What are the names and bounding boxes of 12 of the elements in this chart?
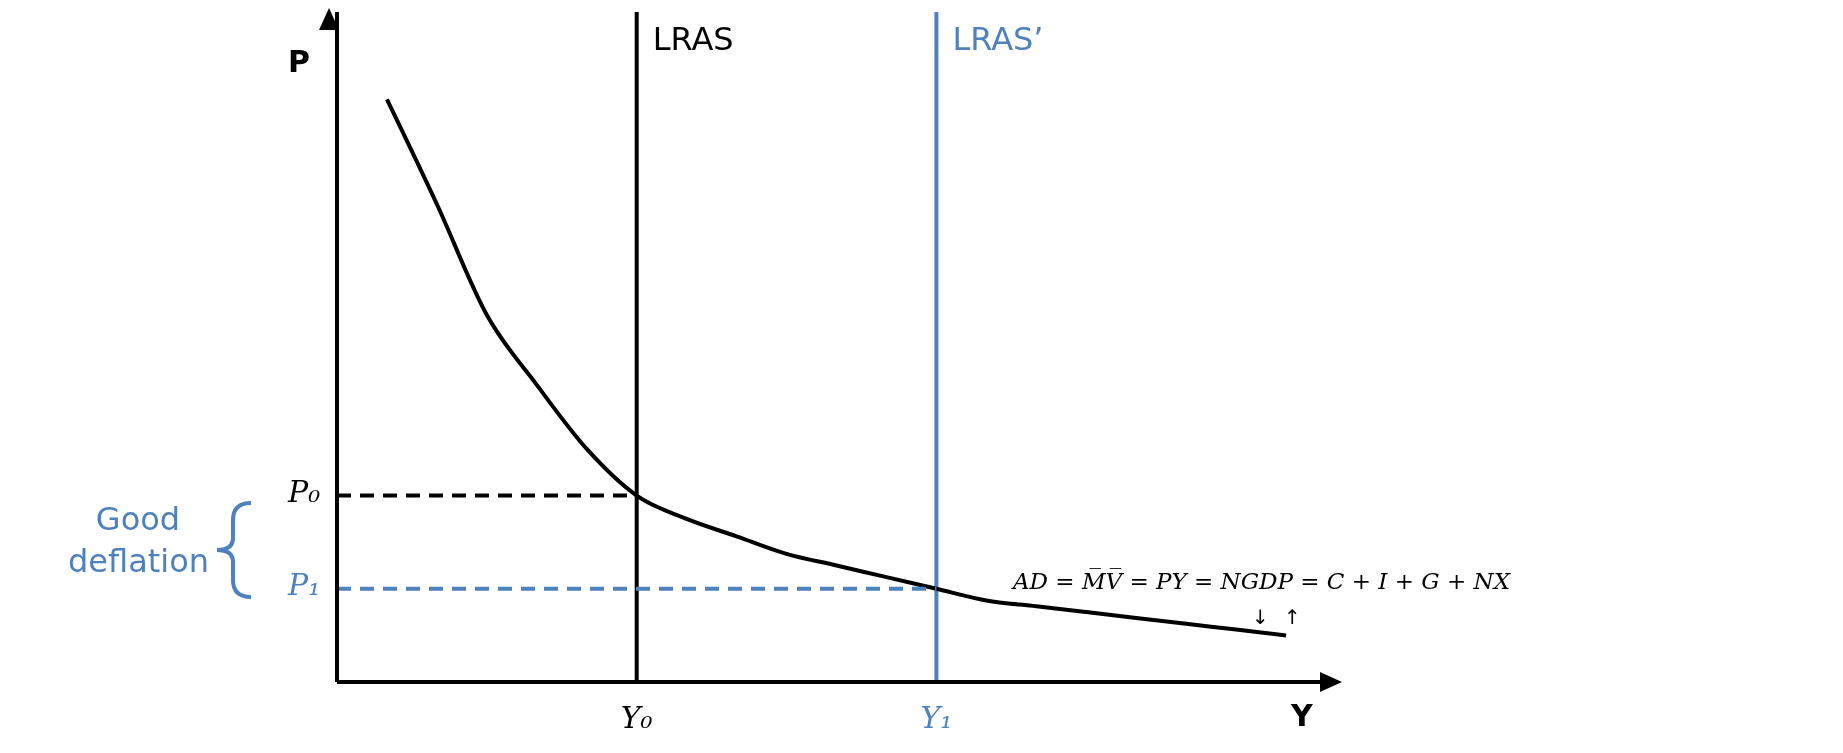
- x-tick-label: Y₁: [920, 700, 953, 735]
- ref-line-label: LRAS’: [952, 20, 1044, 58]
- x-tick-label: Y₀: [620, 700, 653, 735]
- y-axis-title: P: [288, 44, 310, 79]
- text: Good deflation: [68, 499, 210, 582]
- x-axis-title: Y: [1291, 698, 1313, 733]
- annotation: ↓: [1252, 605, 1269, 629]
- ref-line-label: LRAS: [652, 20, 734, 58]
- text: P₁: [288, 566, 321, 602]
- annotation: ↑: [1284, 605, 1301, 629]
- text: P₀: [288, 473, 321, 509]
- annotation: AD = M̅V̅ = PY = NGDP = C + I + G + NX: [1013, 568, 1511, 594]
